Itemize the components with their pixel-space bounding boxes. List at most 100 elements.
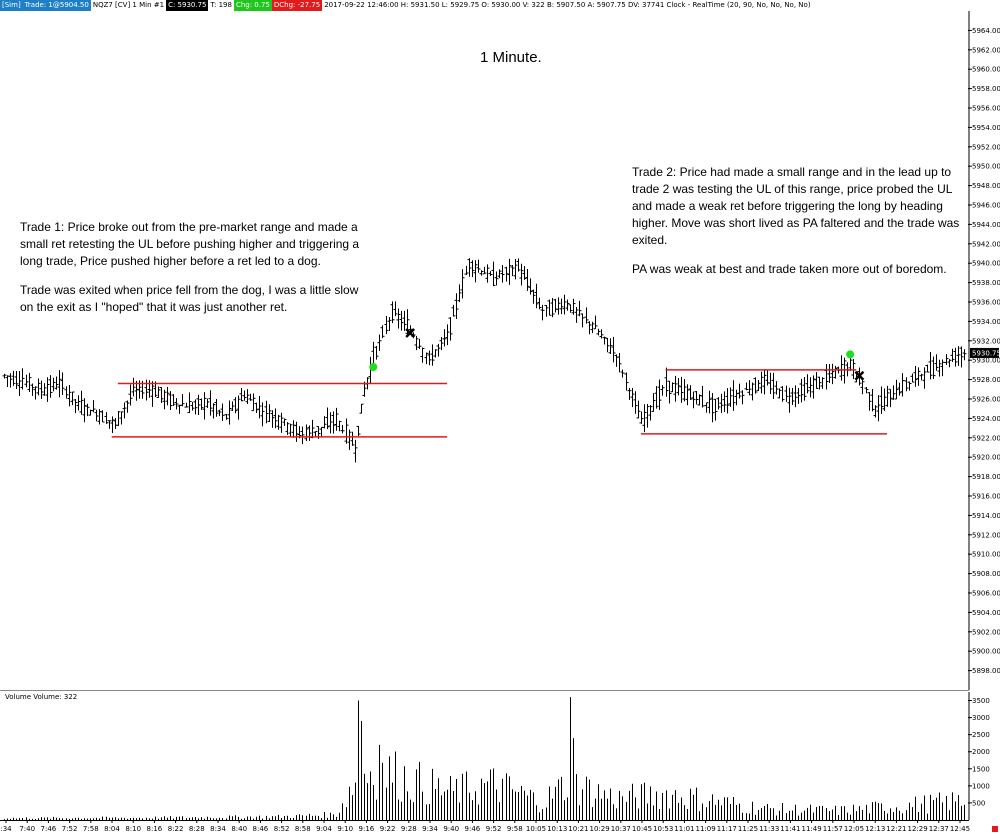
price-tick-label: 5938.00 (972, 279, 1000, 287)
time-tick-label: 11:17 (717, 825, 737, 833)
time-tick-label: 8:04 (104, 825, 120, 833)
time-tick-label: 10:13 (547, 825, 567, 833)
time-tick-label: 8:10 (125, 825, 141, 833)
window-close-marker[interactable] (992, 826, 998, 832)
price-tick-label: 5954.00 (972, 124, 1000, 132)
trade1-description: Trade 1: Price broke out from the pre-ma… (20, 220, 360, 268)
price-tick-label: 5958.00 (972, 85, 1000, 93)
trade2-annotation: Trade 2: Price had made a small range an… (632, 164, 962, 290)
time-tick-label: 12:29 (908, 825, 928, 833)
price-tick-label: 5950.00 (972, 163, 1000, 171)
time-tick-label: 8:16 (147, 825, 163, 833)
trade2-note: PA was weak at best and trade taken more… (632, 262, 947, 276)
price-tick-label: 5952.00 (972, 143, 1000, 151)
trade-badge: Trade: 1@5904.50 (22, 0, 91, 11)
time-tick-label: 11:57 (823, 825, 843, 833)
trade1-exit-note: Trade was exited when price fell from th… (20, 283, 359, 314)
price-tick-label: 5928.00 (972, 376, 1000, 384)
volume-axis-ticks: 3500 3000 2500 2000 1500 1000 500 (968, 697, 990, 807)
time-tick-label: 9:16 (359, 825, 375, 833)
time-tick-label: 9:46 (465, 825, 481, 833)
time-tick-label: :34 (0, 825, 12, 833)
time-tick-label: 12:21 (886, 825, 906, 833)
trade1-annotation: Trade 1: Price broke out from the pre-ma… (20, 219, 370, 328)
price-tick-label: 5942.00 (972, 240, 1000, 248)
time-tick-label: 12:45 (950, 825, 970, 833)
price-tick-label: 5948.00 (972, 182, 1000, 190)
price-axis-ticks: 5964.00 5962.00 5960.00 5958.00 5956.00 5954.… (968, 27, 1000, 675)
price-tick-label: 5960.00 (972, 66, 1000, 74)
time-tick-label: 8:58 (295, 825, 311, 833)
price-tick-label: 5956.00 (972, 105, 1000, 113)
time-tick-label: 7:52 (62, 825, 78, 833)
price-tick-label: 5912.00 (972, 531, 1000, 539)
price-tick-label: 5936.00 (972, 299, 1000, 307)
time-axis-ticks: :34 7:40 7:46 7:52 7:58 8:04 8:10 8:16 8:22 8:28 8… (0, 820, 970, 833)
time-tick-label: 11:25 (738, 825, 758, 833)
volume-panel-label: Volume Volume: 322 (5, 693, 78, 701)
price-tick-label: 5906.00 (972, 590, 1000, 598)
price-tick-label: 5940.00 (972, 260, 1000, 268)
time-tick-label: 10:29 (590, 825, 610, 833)
volume-tick-label: 3000 (972, 714, 990, 722)
exit-marker (854, 370, 865, 381)
volume-tick-label: 1500 (972, 765, 990, 773)
price-tick-label: 5904.00 (972, 609, 1000, 617)
chart-info-bar: [Sim] Trade: 1@5904.50 NQZ7 [CV] 1 Min #1 C… (0, 0, 1000, 11)
trade-markers (369, 328, 865, 381)
price-tick-label: 5908.00 (972, 570, 1000, 578)
time-tick-label: 8:40 (231, 825, 247, 833)
time-tick-label: 8:28 (189, 825, 205, 833)
price-tick-label: 5926.00 (972, 396, 1000, 404)
chart-title: 1 Minute. (480, 49, 542, 66)
time-tick-label: 9:58 (507, 825, 523, 833)
entry-marker (846, 350, 855, 359)
last-price-tag-box (970, 347, 999, 358)
volume-tick-label: 2000 (972, 748, 990, 756)
bar-info-label: 2017-09-22 12:46:00 H: 5931.50 L: 5929.7… (324, 1, 811, 9)
time-tick-label: 12:05 (844, 825, 864, 833)
price-tick-label: 5932.00 (972, 337, 1000, 345)
price-tick-label: 5924.00 (972, 415, 1000, 423)
time-tick-label: 8:52 (274, 825, 290, 833)
volume-tick-label: 3500 (972, 697, 990, 705)
time-tick-label: 8:46 (253, 825, 269, 833)
price-tick-label: 5916.00 (972, 493, 1000, 501)
time-tick-label: 10:37 (611, 825, 631, 833)
volume-tick-label: 1000 (972, 782, 990, 790)
time-tick-label: 11:33 (759, 825, 779, 833)
time-tick-label: 9:10 (337, 825, 353, 833)
price-bars (2, 258, 967, 463)
time-tick-label: 11:49 (802, 825, 822, 833)
price-tick-label: 5944.00 (972, 221, 1000, 229)
time-tick-label: 9:40 (443, 825, 459, 833)
time-tick-label: 10:45 (632, 825, 652, 833)
range-lines (111, 369, 888, 438)
price-tick-label: 5898.00 (972, 667, 1000, 675)
ticks-label: T: 198 (210, 1, 232, 9)
time-tick-label: 10:21 (568, 825, 588, 833)
price-tick-label: 5914.00 (972, 512, 1000, 520)
time-tick-label: 11:09 (696, 825, 716, 833)
price-tick-label: 5934.00 (972, 318, 1000, 326)
price-tick-label: 5920.00 (972, 454, 1000, 462)
time-tick-label: 10:05 (526, 825, 546, 833)
time-tick-label: 7:46 (41, 825, 57, 833)
change-badge: Chg: 0.75 (233, 0, 272, 11)
price-tick-label: 5918.00 (972, 473, 1000, 481)
time-tick-label: 7:40 (19, 825, 35, 833)
volume-tick-label: 500 (972, 799, 985, 807)
time-tick-label: 12:13 (865, 825, 885, 833)
trade2-description: Trade 2: Price had made a small range an… (632, 165, 960, 247)
time-tick-label: 11:41 (780, 825, 800, 833)
time-tick-label: 12:37 (929, 825, 949, 833)
price-tick-label: 5964.00 (972, 27, 1000, 35)
last-price-tag-label: 5930.75 (972, 349, 1000, 357)
close-badge: C: 5930.75 (166, 0, 209, 11)
price-tick-label: 5962.00 (972, 46, 1000, 54)
price-tick-label: 5946.00 (972, 202, 1000, 210)
time-tick-label: 9:22 (380, 825, 396, 833)
time-tick-label: 9:52 (486, 825, 502, 833)
time-tick-label: 10:53 (653, 825, 673, 833)
